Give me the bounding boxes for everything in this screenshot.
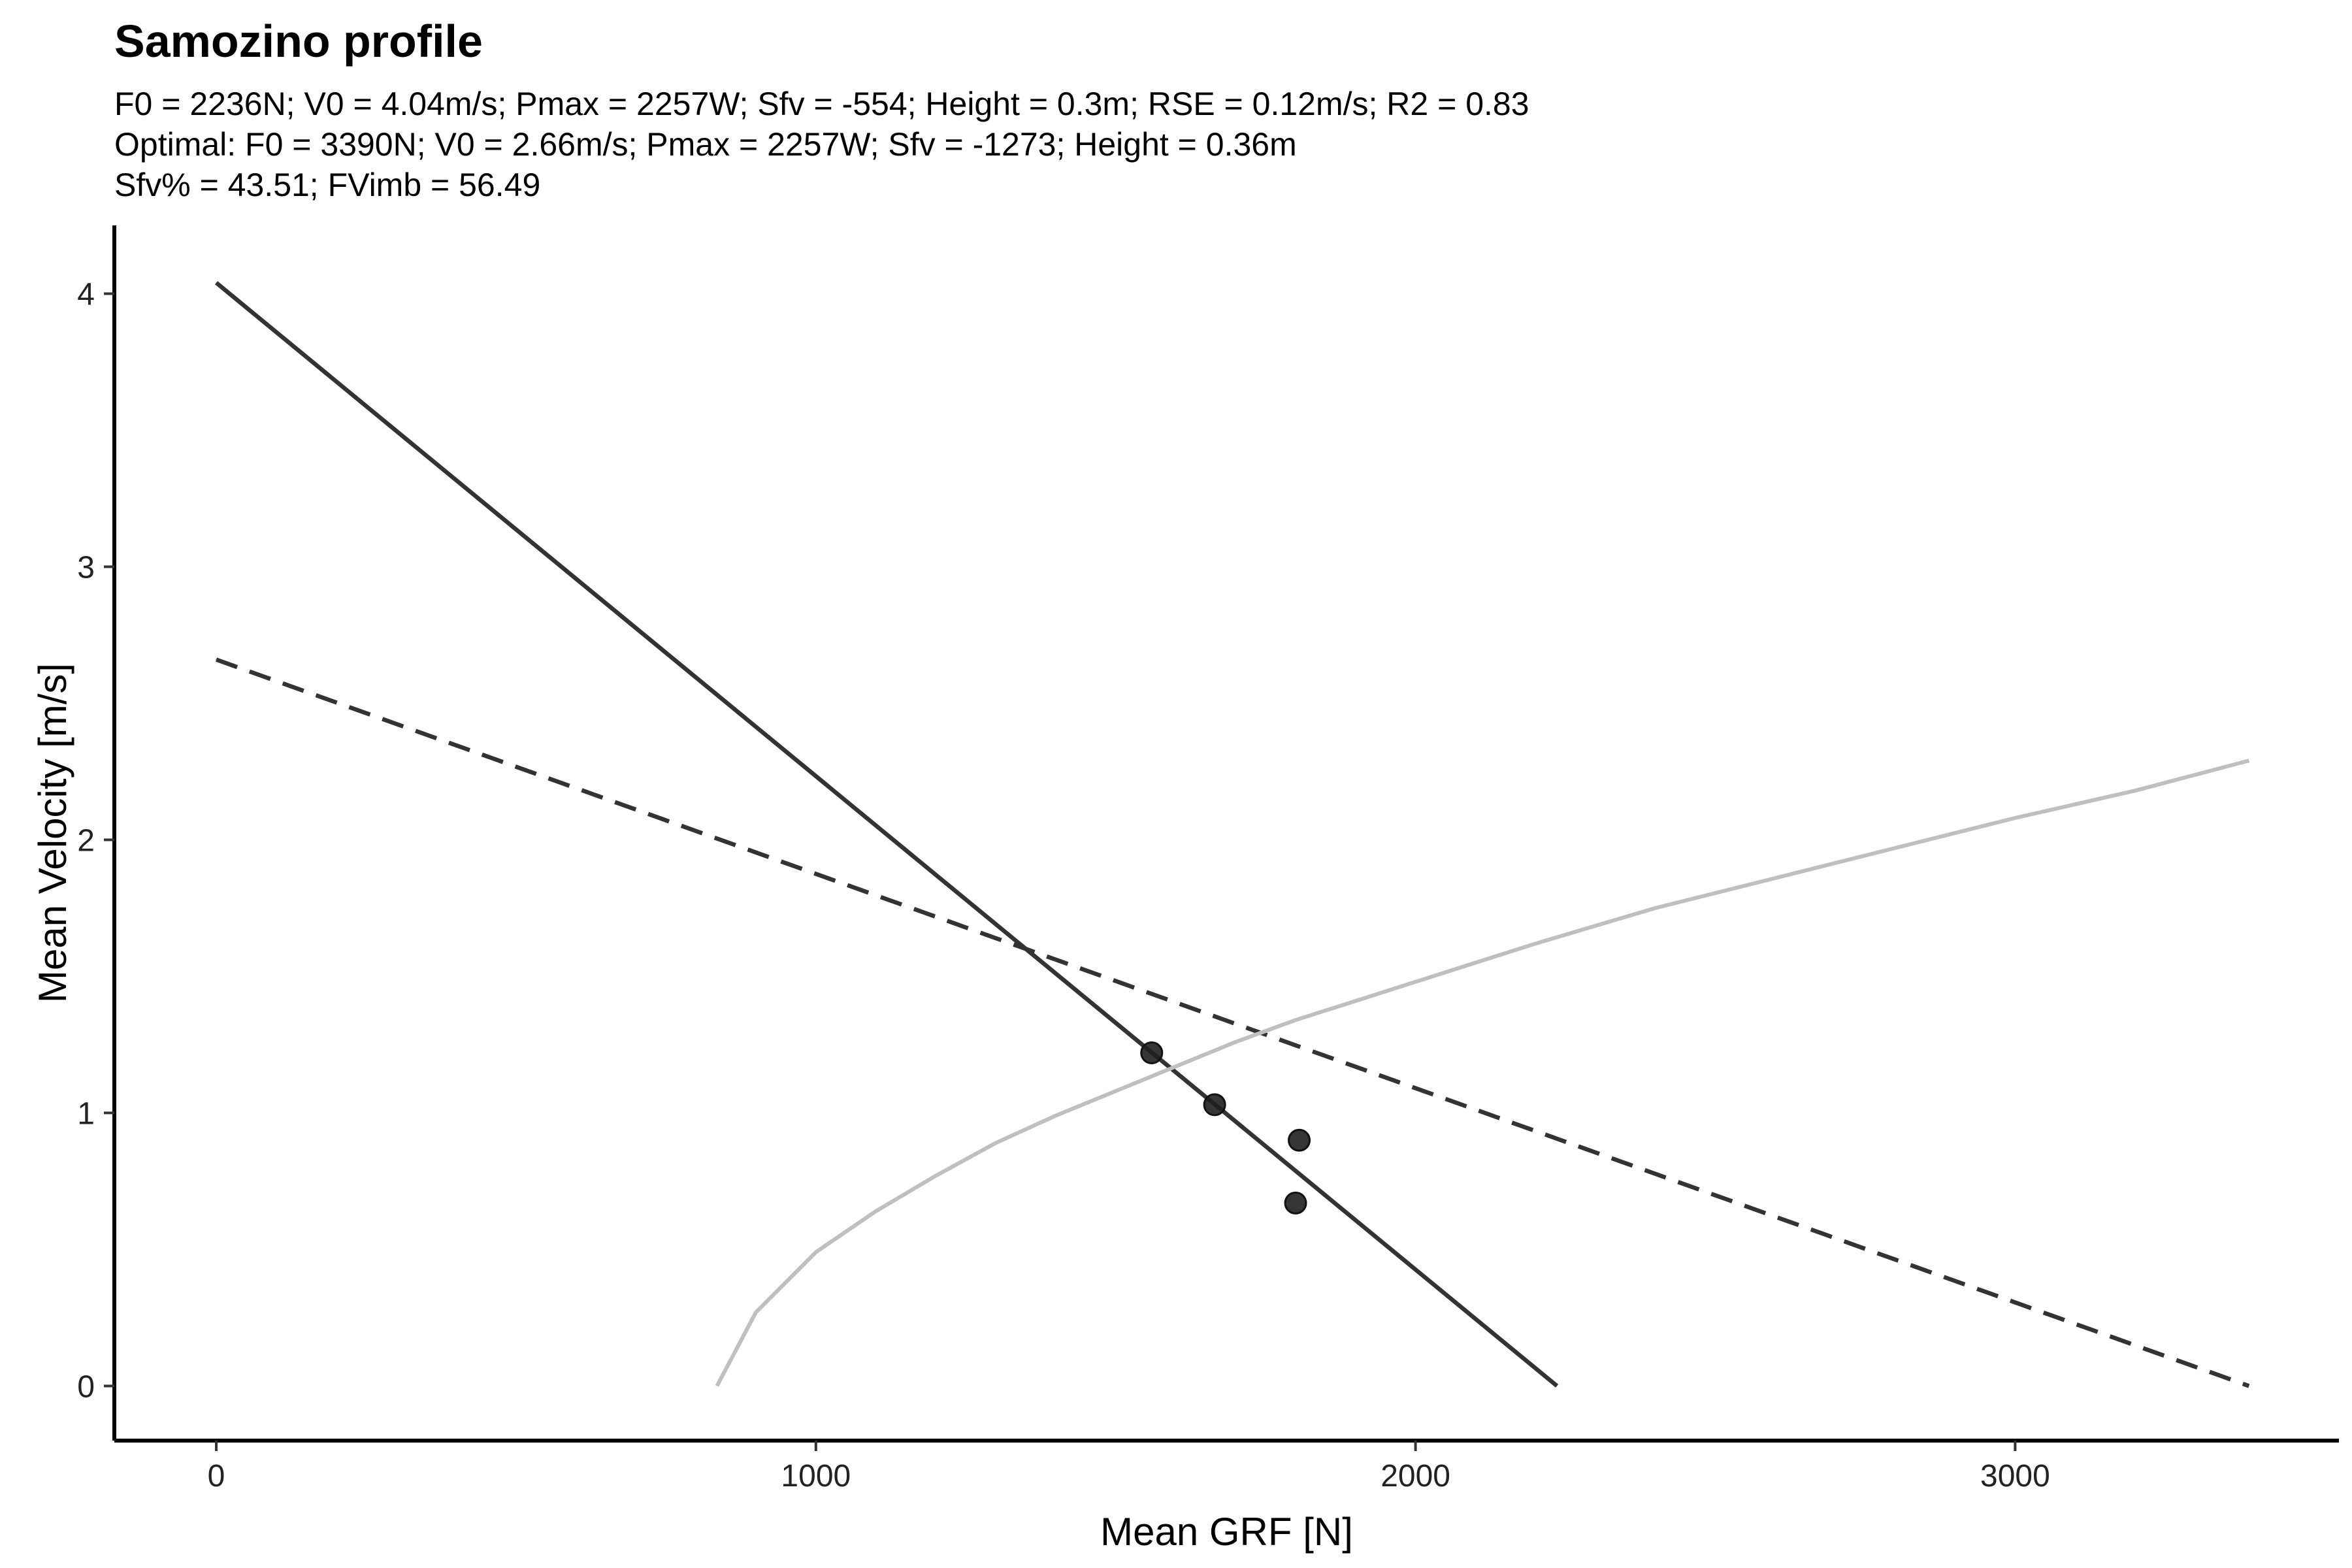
chart-title: Samozino profile — [114, 16, 483, 67]
data-point — [1140, 1041, 1164, 1064]
data-point — [1284, 1191, 1307, 1215]
points-layer — [1140, 1041, 1311, 1215]
y-axis-title: Mean Velocity [m/s] — [31, 663, 74, 1003]
series-line-dashed — [215, 657, 2250, 1388]
chart-subtitle-line-1: F0 = 2236N; V0 = 4.04m/s; Pmax = 2257W; … — [114, 86, 1529, 122]
y-tick-label: 1 — [77, 1096, 95, 1131]
x-tick-label: 0 — [208, 1459, 225, 1494]
x-tick-label: 1000 — [781, 1459, 851, 1494]
chart-subtitle-line-3: Sfv% = 43.51; FVimb = 56.49 — [114, 167, 541, 203]
series-line-solid — [214, 281, 1559, 1388]
x-tick-label: 2000 — [1380, 1459, 1450, 1494]
data-point — [1203, 1093, 1226, 1117]
axes-layer: 0 1000 2000 3000 0 1 2 3 4 — [77, 225, 2339, 1494]
y-tick-label: 3 — [77, 550, 95, 585]
x-tick-label: 3000 — [1980, 1459, 2050, 1494]
data-point — [1288, 1128, 1311, 1152]
y-tick-label: 2 — [77, 823, 95, 858]
series-layer — [214, 281, 2250, 1388]
series-line-curve — [715, 759, 2250, 1387]
chart-subtitle-line-2: Optimal: F0 = 3390N; V0 = 2.66m/s; Pmax … — [114, 126, 1297, 163]
x-axis-title: Mean GRF [N] — [1100, 1510, 1353, 1554]
y-tick-label: 4 — [77, 277, 95, 312]
y-tick-label: 0 — [77, 1369, 95, 1404]
